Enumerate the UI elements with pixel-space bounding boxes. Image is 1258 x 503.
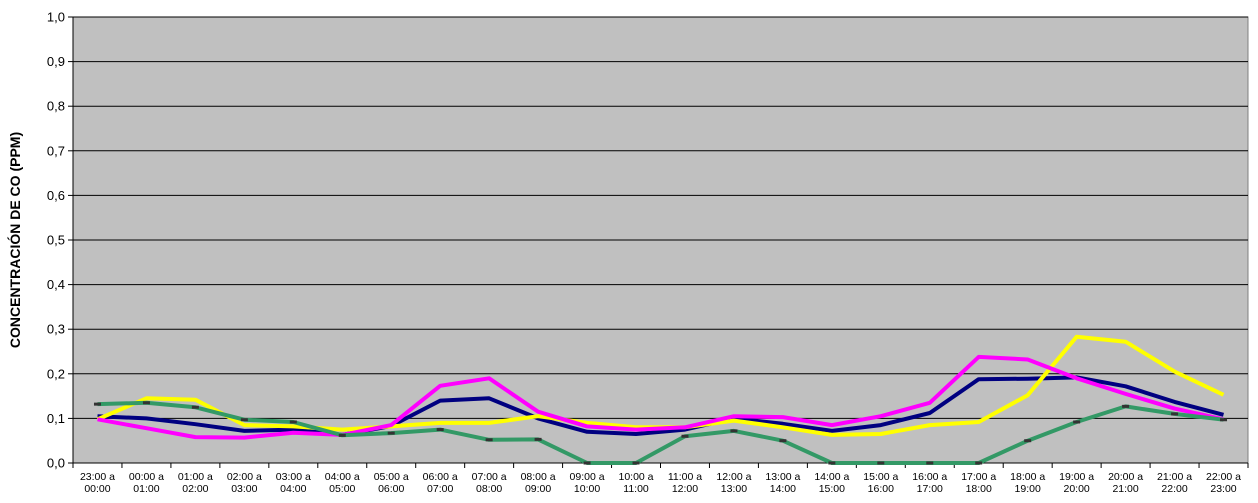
x-tick-label: 04:00 a 05:00 [325, 471, 360, 495]
data-point [779, 439, 787, 443]
data-point [485, 438, 493, 442]
series-line-3 [97, 354, 1224, 440]
series-layer [93, 334, 1228, 465]
x-tick-label: 23:00 a 00:00 [80, 471, 115, 495]
x-tick-label: 11:00 a 12:00 [668, 471, 702, 495]
data-point [1171, 412, 1179, 416]
y-tick-label: 0,2 [47, 366, 65, 381]
x-tick-label: 08:00 a 09:00 [521, 471, 556, 495]
y-tick-label: 0,6 [47, 188, 65, 203]
x-tick-label: 22:00 a 23:00 [1206, 471, 1241, 495]
x-tick-label: 19:00 a 20:00 [1059, 471, 1094, 495]
data-point [93, 402, 101, 406]
x-tick-label: 13:00 a 14:00 [765, 471, 800, 495]
series-line-1 [97, 375, 1225, 437]
x-tick-label: 00:00 a 01:00 [129, 471, 164, 495]
x-tick-label: 05:00 a 06:00 [374, 471, 409, 495]
x-tick-label: 09:00 a 10:00 [570, 471, 605, 495]
x-tick-label: 14:00 a 15:00 [814, 471, 849, 495]
x-tick-label: 02:00 a 03:00 [227, 471, 262, 495]
x-tick-label: 17:00 a 18:00 [961, 471, 996, 495]
x-tick-label: 12:00 a 13:00 [716, 471, 751, 495]
x-tick-label: 01:00 a 02:00 [178, 471, 213, 495]
x-tick-label: 03:00 a 04:00 [276, 471, 311, 495]
data-point [975, 461, 983, 465]
y-tick-label: 0,9 [47, 54, 65, 69]
data-point [877, 461, 885, 465]
y-tick-label: 0,4 [47, 277, 65, 292]
data-point [142, 401, 150, 405]
x-tick-label: 15:00 a 16:00 [863, 471, 898, 495]
data-point [338, 433, 346, 437]
data-point [1220, 418, 1228, 422]
y-tick-label: 0,5 [47, 233, 65, 248]
gridlines [73, 16, 1248, 419]
data-point [436, 428, 444, 432]
y-tick-label: 0,3 [47, 322, 65, 337]
data-point [926, 461, 934, 465]
data-point [1024, 439, 1032, 443]
data-point [240, 418, 248, 422]
data-point [534, 437, 542, 441]
y-tick-label: 0,8 [47, 99, 65, 114]
x-tick-label: 10:00 a 11:00 [618, 471, 653, 495]
y-tick-label: 0,7 [47, 143, 65, 158]
data-point [387, 431, 395, 435]
x-tick-label: 06:00 a 07:00 [423, 471, 458, 495]
data-point [1122, 404, 1130, 408]
data-point [632, 461, 640, 465]
data-point [681, 434, 689, 438]
y-tick-label: 1,0 [47, 10, 65, 25]
y-tick-label: 0,0 [47, 456, 65, 471]
data-point [191, 405, 199, 409]
x-tick-label: 20:00 a 21:00 [1108, 471, 1143, 495]
x-tick-label: 16:00 a 17:00 [912, 471, 947, 495]
y-axis-label: CONCENTRACIÓN DE CO (PPM) [6, 132, 23, 348]
data-point [730, 429, 738, 433]
y-tick-label: 0,1 [47, 411, 65, 426]
data-point [289, 420, 297, 424]
series-line-4 [97, 400, 1224, 465]
x-tick-label: 21:00 a 22:00 [1157, 471, 1192, 495]
data-point [583, 461, 591, 465]
x-axis-ticks: 23:00 a 00:00 00:00 a 01:00 01:00 a 02:00 02:0… [72, 17, 1249, 495]
x-tick-label: 07:00 a 08:00 [472, 471, 507, 495]
y-axis-ticks: 0,0 0,1 0,2 0,3 0,4 0,5 0,6 0,7 0,8 0,9 1,0 [47, 10, 73, 471]
data-point [1073, 420, 1081, 424]
x-tick-label: 18:00 a 19:00 [1010, 471, 1045, 495]
data-point [828, 461, 836, 465]
